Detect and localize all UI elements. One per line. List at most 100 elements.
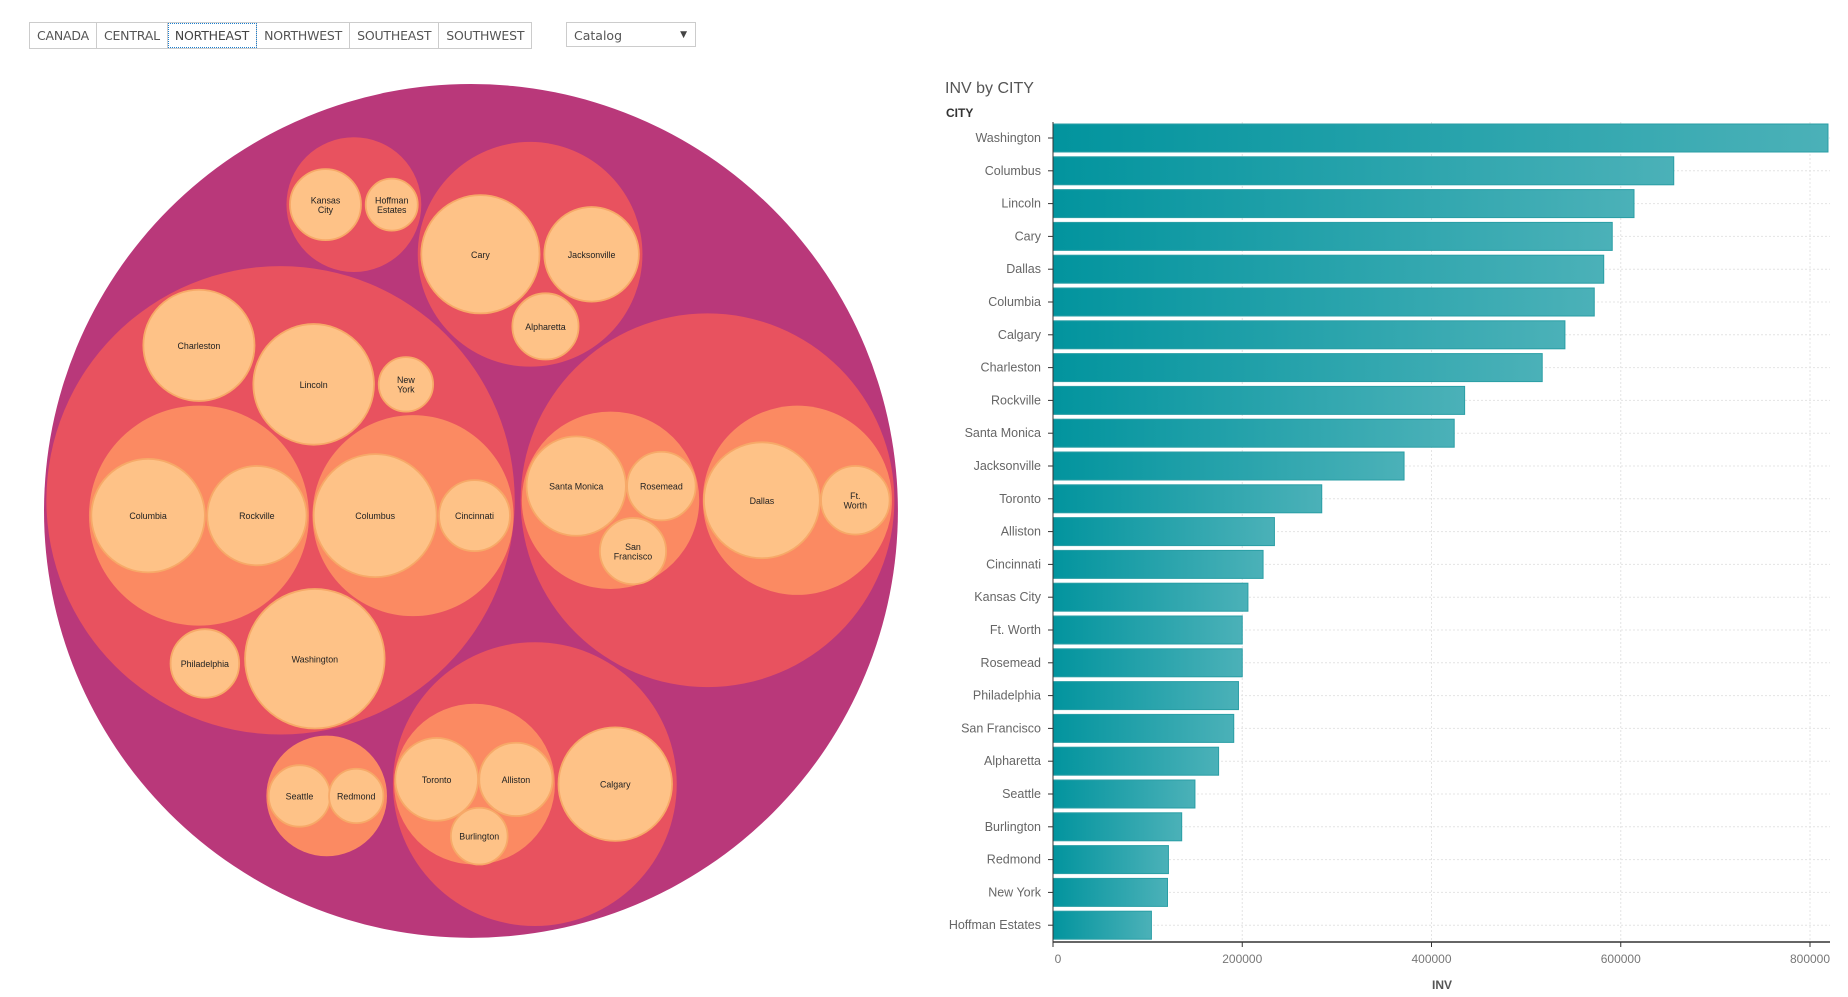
leaf-label: Kansas City: [311, 195, 341, 214]
leaf-circle[interactable]: [206, 465, 308, 567]
x-tick-label: 600000: [1601, 952, 1641, 966]
circle-pack-chart: Kansas City Hoffman Estates Cary Jacksonville…: [44, 83, 898, 938]
bar[interactable]: [1052, 484, 1323, 514]
leaf-label: Seattle: [286, 791, 314, 801]
y-tick-label: Rockville: [991, 393, 1041, 407]
x-tick-label: 800000: [1790, 952, 1830, 966]
bar[interactable]: [1052, 648, 1243, 678]
leaf-circle[interactable]: [543, 206, 640, 303]
bar[interactable]: [1052, 221, 1613, 251]
leaf-circle[interactable]: [328, 767, 385, 825]
y-tick-label: Hoffman Estates: [949, 918, 1041, 932]
leaf-circle[interactable]: [169, 628, 241, 699]
x-tick-label: 200000: [1222, 952, 1262, 966]
leaf-label: Alliston: [502, 775, 531, 785]
leaf-label: New York: [397, 375, 415, 394]
leaf-circle[interactable]: [394, 737, 479, 822]
leaf-circle[interactable]: [420, 194, 541, 315]
leaf-label: Calgary: [600, 780, 631, 790]
y-tick-label: Redmond: [987, 853, 1041, 867]
y-tick-label: Rosemead: [981, 656, 1041, 670]
x-axis-title: INV: [1432, 978, 1452, 992]
y-tick-label: Philadelphia: [973, 689, 1041, 703]
bar[interactable]: [1052, 320, 1566, 350]
bar[interactable]: [1052, 779, 1196, 809]
region-tabs: CANADA CENTRAL NORTHEAST NORTHWEST SOUTHEAST…: [29, 22, 533, 49]
bar[interactable]: [1052, 123, 1829, 153]
leaf-circle[interactable]: [252, 323, 375, 446]
leaf-circle[interactable]: [598, 517, 667, 586]
bar[interactable]: [1052, 287, 1595, 317]
leaf-circle[interactable]: [364, 177, 419, 232]
bar[interactable]: [1052, 254, 1605, 284]
bar[interactable]: [1052, 451, 1405, 481]
leaf-label: Washington: [292, 654, 339, 664]
measure-dropdown[interactable]: Catalog ▼: [566, 22, 696, 47]
leaf-circle[interactable]: [377, 356, 435, 413]
leaf-circle[interactable]: [478, 741, 554, 817]
chart-title: INV by CITY: [945, 80, 1034, 97]
bar[interactable]: [1052, 549, 1264, 579]
bar[interactable]: [1052, 812, 1183, 842]
leaf-circle[interactable]: [820, 465, 891, 536]
y-tick-label: San Francisco: [961, 721, 1041, 735]
y-tick-label: Dallas: [1006, 262, 1041, 276]
x-tick-label: 400000: [1411, 952, 1451, 966]
leaf-label: Redmond: [337, 791, 375, 801]
bar[interactable]: [1052, 713, 1235, 743]
tab-northwest[interactable]: NORTHWEST: [257, 23, 351, 48]
y-tick-label: Cary: [1015, 229, 1042, 243]
leaf-circle[interactable]: [626, 450, 697, 522]
y-tick-label: Washington: [975, 131, 1041, 145]
bar[interactable]: [1052, 156, 1675, 186]
leaf-label: Alpharetta: [525, 322, 565, 332]
y-tick-label: Cincinnati: [986, 557, 1041, 571]
y-tick-label: New York: [988, 885, 1042, 899]
leaf-label: Rockville: [239, 511, 275, 521]
leaf-circle[interactable]: [312, 453, 438, 579]
leaf-circle[interactable]: [449, 806, 509, 866]
leaf-circle[interactable]: [511, 292, 580, 361]
leaf-circle[interactable]: [438, 479, 511, 553]
bar[interactable]: [1052, 746, 1220, 776]
leaf-circle[interactable]: [142, 288, 256, 402]
y-tick-label: Jacksonville: [974, 459, 1041, 473]
y-tick-label: Burlington: [985, 820, 1041, 834]
leaf-label: Columbia: [129, 511, 166, 521]
bar[interactable]: [1052, 845, 1169, 875]
leaf-circle[interactable]: [289, 168, 362, 241]
y-tick-label: Charleston: [981, 361, 1041, 375]
tab-central[interactable]: CENTRAL: [97, 23, 168, 48]
leaf-label: Rosemead: [640, 482, 683, 492]
tab-southeast[interactable]: SOUTHEAST: [350, 23, 440, 48]
leaf-label: Lincoln: [300, 380, 328, 390]
leaf-circle[interactable]: [244, 588, 386, 730]
x-tick-label: 0: [1055, 952, 1062, 966]
leaf-circle[interactable]: [703, 441, 821, 560]
bar[interactable]: [1052, 681, 1239, 711]
bar[interactable]: [1052, 517, 1275, 547]
leaf-label: Cincinnati: [455, 511, 494, 521]
bar[interactable]: [1052, 582, 1249, 612]
leaf-circle[interactable]: [90, 457, 206, 574]
leaf-label: Ft. Worth: [844, 491, 868, 510]
y-tick-label: Lincoln: [1001, 197, 1041, 211]
bar[interactable]: [1052, 353, 1543, 383]
tab-canada[interactable]: CANADA: [30, 23, 97, 48]
leaf-circle[interactable]: [557, 726, 673, 842]
leaf-label: Jacksonville: [568, 250, 616, 260]
y-tick-label: Santa Monica: [965, 426, 1041, 440]
y-tick-label: Seattle: [1002, 787, 1041, 801]
bar[interactable]: [1052, 615, 1243, 645]
bar[interactable]: [1052, 385, 1466, 415]
bar[interactable]: [1052, 189, 1635, 219]
leaf-label: Burlington: [459, 832, 499, 842]
bar[interactable]: [1052, 910, 1152, 940]
tab-southwest[interactable]: SOUTHWEST: [446, 28, 525, 43]
dropdown-value: Catalog: [574, 28, 623, 43]
bar[interactable]: [1052, 418, 1455, 448]
leaf-circle[interactable]: [525, 435, 627, 537]
tab-northeast[interactable]: NORTHEAST: [167, 23, 258, 48]
bar[interactable]: [1052, 877, 1168, 907]
y-tick-label: Kansas City: [974, 590, 1041, 604]
